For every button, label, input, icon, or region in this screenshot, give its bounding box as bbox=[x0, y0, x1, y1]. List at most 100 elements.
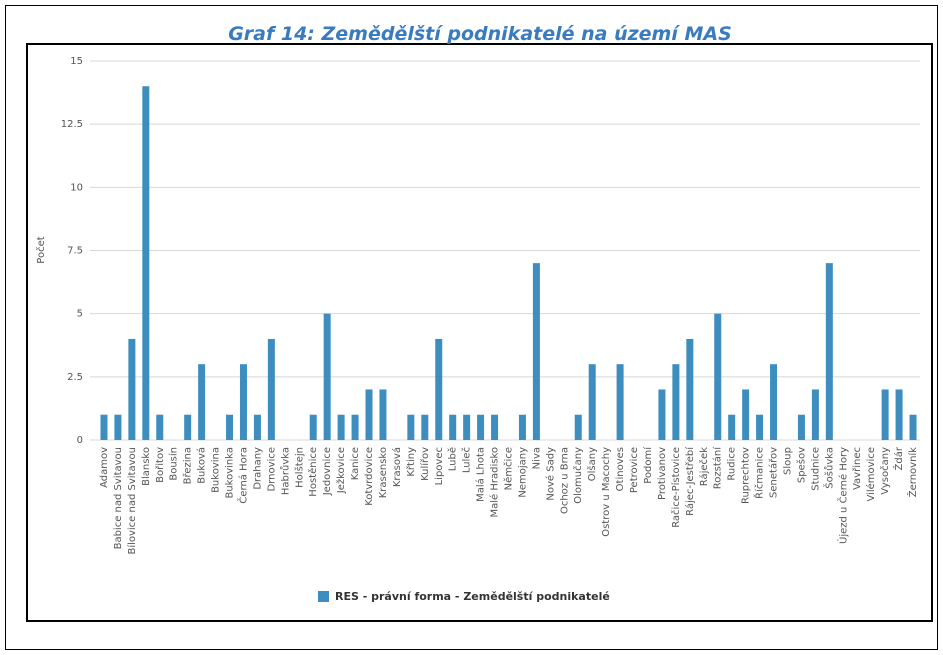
bar bbox=[128, 338, 136, 440]
x-tick-label: Ježkovice bbox=[335, 447, 347, 494]
bar bbox=[881, 389, 889, 440]
x-tick-label: Bukovina bbox=[211, 447, 222, 493]
x-tick-label: Křtiny bbox=[405, 447, 417, 477]
x-tick-label: Holštejn bbox=[293, 447, 305, 488]
y-tick-label: 7.5 bbox=[67, 246, 83, 257]
x-tick-label: Podomí bbox=[642, 446, 654, 484]
x-tick-label: Ždár bbox=[892, 446, 905, 470]
x-tick-label: Bousín bbox=[168, 447, 180, 481]
bar bbox=[616, 364, 624, 440]
x-tick-label: Březina bbox=[182, 447, 194, 484]
bar bbox=[797, 414, 805, 440]
x-tick-label: Spešov bbox=[795, 447, 807, 483]
x-tick-label: Buková bbox=[196, 447, 208, 484]
bar bbox=[449, 414, 457, 440]
x-tick-label: Drnovice bbox=[266, 447, 277, 491]
x-tick-label: Drahany bbox=[252, 447, 263, 490]
bar bbox=[351, 414, 359, 440]
x-tick-label: Kulířov bbox=[419, 447, 431, 481]
x-tick-label: Vilémovice bbox=[865, 447, 877, 502]
x-tick-label: Olomučany bbox=[572, 447, 584, 504]
legend-label: RES - právní forma - Zemědělští podnikat… bbox=[335, 590, 610, 603]
x-tick-label: Nemojany bbox=[517, 447, 528, 498]
x-tick-label: Ochoz u Brna bbox=[559, 447, 570, 514]
x-tick-label: Černá Hora bbox=[236, 447, 249, 504]
legend-swatch bbox=[318, 591, 329, 602]
bar bbox=[770, 364, 778, 440]
bar bbox=[728, 414, 736, 440]
bar bbox=[267, 338, 275, 440]
bar bbox=[672, 364, 680, 440]
bar bbox=[365, 389, 373, 440]
chart-title: Graf 14: Zemědělští podnikatelé na území… bbox=[228, 23, 732, 45]
x-tick-label: Protivanov bbox=[657, 447, 668, 500]
bar bbox=[226, 414, 234, 440]
x-tick-label: Olšany bbox=[586, 447, 598, 481]
bar bbox=[588, 364, 596, 440]
x-tick-label: Habrůvka bbox=[279, 447, 291, 495]
x-tick-label: Krasová bbox=[391, 447, 403, 487]
bar bbox=[100, 414, 108, 440]
x-tick-label: Blansko bbox=[141, 447, 152, 486]
x-tick-label: Niva bbox=[531, 447, 542, 469]
bar bbox=[379, 389, 387, 440]
bar bbox=[491, 414, 499, 440]
bar bbox=[658, 389, 666, 440]
outer-frame bbox=[5, 5, 938, 650]
x-tick-label: Rozstání bbox=[712, 446, 724, 489]
x-tick-label: Bílovice nad Svitavou bbox=[126, 447, 138, 555]
x-tick-label: Račice-Pístovice bbox=[670, 447, 682, 528]
bar bbox=[811, 389, 819, 440]
x-tick-label: Otinoves bbox=[615, 447, 626, 491]
bar bbox=[463, 414, 471, 440]
x-tick-label: Adamov bbox=[99, 447, 110, 488]
bar bbox=[239, 364, 247, 440]
x-tick-label: Újezd u Černé Hory bbox=[836, 447, 849, 544]
chart-frame bbox=[26, 43, 933, 622]
y-tick-label: 5 bbox=[77, 309, 83, 320]
x-tick-label: Rudice bbox=[727, 447, 738, 481]
bar bbox=[895, 389, 903, 440]
bar bbox=[184, 414, 192, 440]
y-tick-label: 12.5 bbox=[61, 119, 83, 130]
bar bbox=[337, 414, 345, 440]
bar bbox=[532, 263, 540, 440]
x-tick-label: Nové Sady bbox=[544, 447, 556, 501]
y-tick-label: 15 bbox=[70, 56, 83, 67]
x-tick-label: Kotvrdovice bbox=[364, 447, 375, 506]
x-tick-label: Senetářov bbox=[768, 447, 780, 498]
bar bbox=[756, 414, 764, 440]
x-tick-label: Babice nad Svitavou bbox=[113, 447, 124, 549]
x-tick-label: Vysočany bbox=[879, 447, 891, 495]
x-tick-label: Hostěnice bbox=[307, 447, 319, 497]
x-tick-label: Kanice bbox=[350, 447, 361, 480]
bar bbox=[114, 414, 122, 440]
bar bbox=[518, 414, 526, 440]
y-tick-label: 0 bbox=[77, 435, 83, 446]
x-tick-label: Sloup bbox=[782, 447, 793, 475]
x-tick-label: Říčmanice bbox=[753, 447, 766, 499]
x-tick-label: Lipovec bbox=[434, 447, 445, 485]
x-tick-label: Luleč bbox=[461, 447, 473, 473]
bar bbox=[309, 414, 317, 440]
x-tick-label: Jedovnice bbox=[322, 447, 333, 496]
bar bbox=[253, 414, 261, 440]
bar bbox=[909, 414, 917, 440]
x-tick-label: Ostrov u Macochy bbox=[601, 447, 612, 537]
x-tick-label: Rájec-Jestřebí bbox=[684, 446, 696, 516]
bar bbox=[714, 313, 722, 440]
bar bbox=[407, 414, 415, 440]
bar bbox=[477, 414, 485, 440]
x-tick-label: Ráječek bbox=[698, 447, 710, 486]
x-tick-label: Ruprechtov bbox=[741, 447, 752, 504]
bar bbox=[142, 86, 150, 441]
y-tick-label: 2.5 bbox=[67, 372, 83, 383]
bar bbox=[156, 414, 164, 440]
y-axis-label: Počet bbox=[35, 236, 47, 263]
bar bbox=[435, 338, 443, 440]
x-tick-label: Malá Lhota bbox=[475, 447, 487, 502]
bar bbox=[686, 338, 694, 440]
x-tick-label: Šošůvka bbox=[822, 447, 835, 489]
bar bbox=[742, 389, 750, 440]
